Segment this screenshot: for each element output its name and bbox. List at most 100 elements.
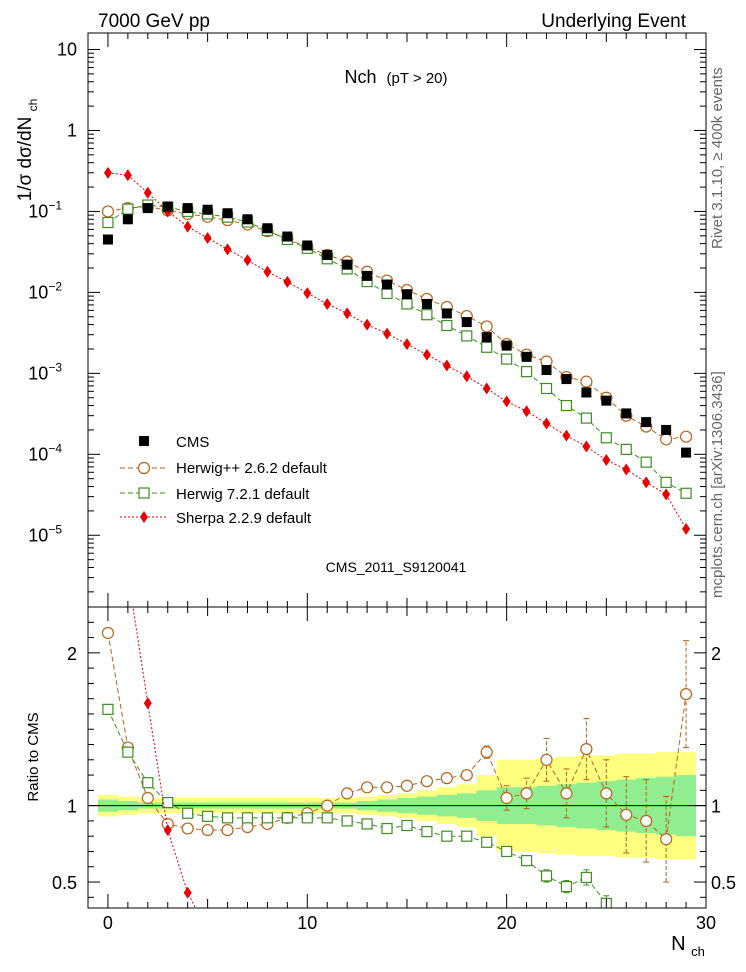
data-point-sherpa (542, 417, 551, 430)
ratio-point-herwigpp (460, 768, 473, 782)
data-point-herwigpp (660, 433, 673, 446)
legend-entry-herwigpp: Herwig++ 2.6.2 default (120, 460, 328, 477)
ratio-point-herwig7 (540, 870, 553, 882)
ratio-y-tick-label: 1 (67, 797, 77, 817)
data-point-herwigpp (679, 430, 693, 443)
data-point-herwig7 (520, 366, 533, 378)
ratio-point-herwig7 (261, 812, 274, 824)
ratio-point-herwig7 (560, 881, 573, 893)
legend: CMS Herwig++ 2.6.2 default Herwig 7.2.1 … (120, 434, 328, 527)
main-title-sub: (pT > 20) (387, 70, 448, 87)
data-point-cms (362, 270, 373, 281)
data-point-herwig7 (620, 443, 632, 455)
data-point-herwig7 (421, 309, 433, 321)
data-point-sherpa (402, 338, 411, 351)
data-point-herwig7 (560, 399, 573, 412)
series-line-sherpa (107, 172, 687, 530)
ratio-y-axis: 0.5 0.5 1 1 2 2 (52, 621, 736, 898)
main-y-tick-label-base: 10 (28, 282, 48, 302)
ratio-point-herwigpp (679, 687, 693, 701)
data-point-herwig7 (441, 319, 453, 332)
data-point-sherpa (502, 395, 511, 408)
ratio-point-herwigpp (321, 799, 334, 812)
legend-label-sherpa: Sherpa 2.2.9 default (176, 510, 312, 527)
ratio-point-herwigpp (500, 791, 513, 805)
data-point-cms (322, 249, 333, 260)
data-point-sherpa (143, 186, 152, 199)
data-point-herwigpp (580, 375, 593, 388)
legend-marker-herwig7 (138, 487, 150, 499)
data-point-sherpa (303, 287, 312, 300)
legend-label-herwigpp: Herwig++ 2.6.2 default (176, 460, 328, 477)
data-point-herwig7 (640, 456, 652, 468)
ratio-point-herwig7 (122, 746, 134, 758)
ratio-point-sherpa (202, 922, 210, 934)
data-point-sherpa (522, 405, 531, 418)
data-point-herwig7 (600, 432, 612, 444)
ratio-point-herwigpp (181, 822, 194, 835)
ratio-point-herwigpp (660, 833, 673, 846)
ratio-point-herwigpp (221, 823, 234, 837)
ratio-point-herwig7 (102, 703, 114, 715)
data-point-sherpa (103, 166, 112, 179)
data-point-sherpa (662, 488, 671, 501)
data-point-herwigpp (480, 320, 493, 333)
main-y-tick-label-base: 10 (28, 525, 48, 545)
main-y-tick-label-exp: −4 (48, 441, 62, 455)
data-point-cms (521, 351, 532, 362)
data-point-cms (142, 203, 153, 214)
data-point-sherpa (203, 231, 212, 244)
ratio-point-herwigpp (360, 781, 374, 794)
main-y-tick-label: 10−2 (28, 279, 62, 302)
ratio-point-herwigpp (380, 781, 394, 794)
data-point-herwig7 (102, 216, 114, 229)
main-y-tick-label-exp: −2 (48, 279, 62, 293)
ratio-point-herwigpp (141, 791, 154, 805)
data-point-sherpa (562, 429, 571, 442)
data-point-sherpa (243, 254, 252, 267)
data-point-herwig7 (580, 412, 592, 424)
ratio-panel: 0.5 0.5 1 1 2 2 0 10 20 30 Ratio to CMS N ch (25, 606, 736, 959)
ratio-y-tick-label: 0.5 (52, 873, 77, 893)
ratio-point-herwig7 (321, 812, 333, 824)
legend-marker-sherpa (140, 511, 148, 523)
ratio-point-herwigpp (560, 787, 573, 800)
data-point-cms (461, 317, 472, 328)
main-series-group (101, 166, 693, 535)
ratio-point-herwigpp (341, 787, 354, 800)
main-y-tick-label: 10−1 (28, 198, 62, 221)
rivet-label: Rivet 3.1.10, ≥ 400k events (709, 67, 726, 249)
data-point-sherpa (363, 318, 372, 331)
ratio-x-tick-label: 30 (696, 913, 716, 933)
ratio-point-herwig7 (580, 871, 592, 884)
ratio-point-sherpa (163, 824, 172, 837)
data-point-sherpa (123, 169, 132, 182)
main-title-text: Nch (344, 67, 376, 87)
data-point-sherpa (462, 370, 471, 383)
ratio-x-tick-label: 10 (297, 913, 317, 933)
ratio-point-herwig7 (401, 819, 413, 832)
data-point-sherpa (383, 327, 392, 340)
data-point-herwig7 (660, 476, 672, 488)
ratio-point-sherpa (183, 886, 192, 899)
legend-entry-sherpa: Sherpa 2.2.9 default (120, 510, 312, 527)
ratio-point-herwigpp (600, 787, 613, 800)
main-y-tick-label: 10−4 (28, 441, 62, 464)
ratio-point-herwig7 (341, 815, 353, 827)
ratio-point-herwigpp (420, 775, 434, 788)
ratio-point-herwigpp (400, 779, 414, 792)
ratio-point-herwig7 (281, 812, 293, 824)
data-point-cms (182, 203, 193, 214)
ratio-point-herwigpp (520, 787, 533, 800)
ratio-point-herwigpp (620, 808, 633, 821)
data-point-cms (561, 374, 572, 385)
data-point-sherpa (422, 348, 431, 361)
ratio-x-tick-label: 0 (103, 913, 113, 933)
data-point-sherpa (343, 307, 352, 320)
data-point-sherpa (183, 220, 192, 233)
legend-marker-cms (139, 436, 149, 446)
data-point-cms (581, 387, 592, 398)
data-point-cms (222, 208, 233, 219)
data-point-sherpa (642, 476, 651, 489)
